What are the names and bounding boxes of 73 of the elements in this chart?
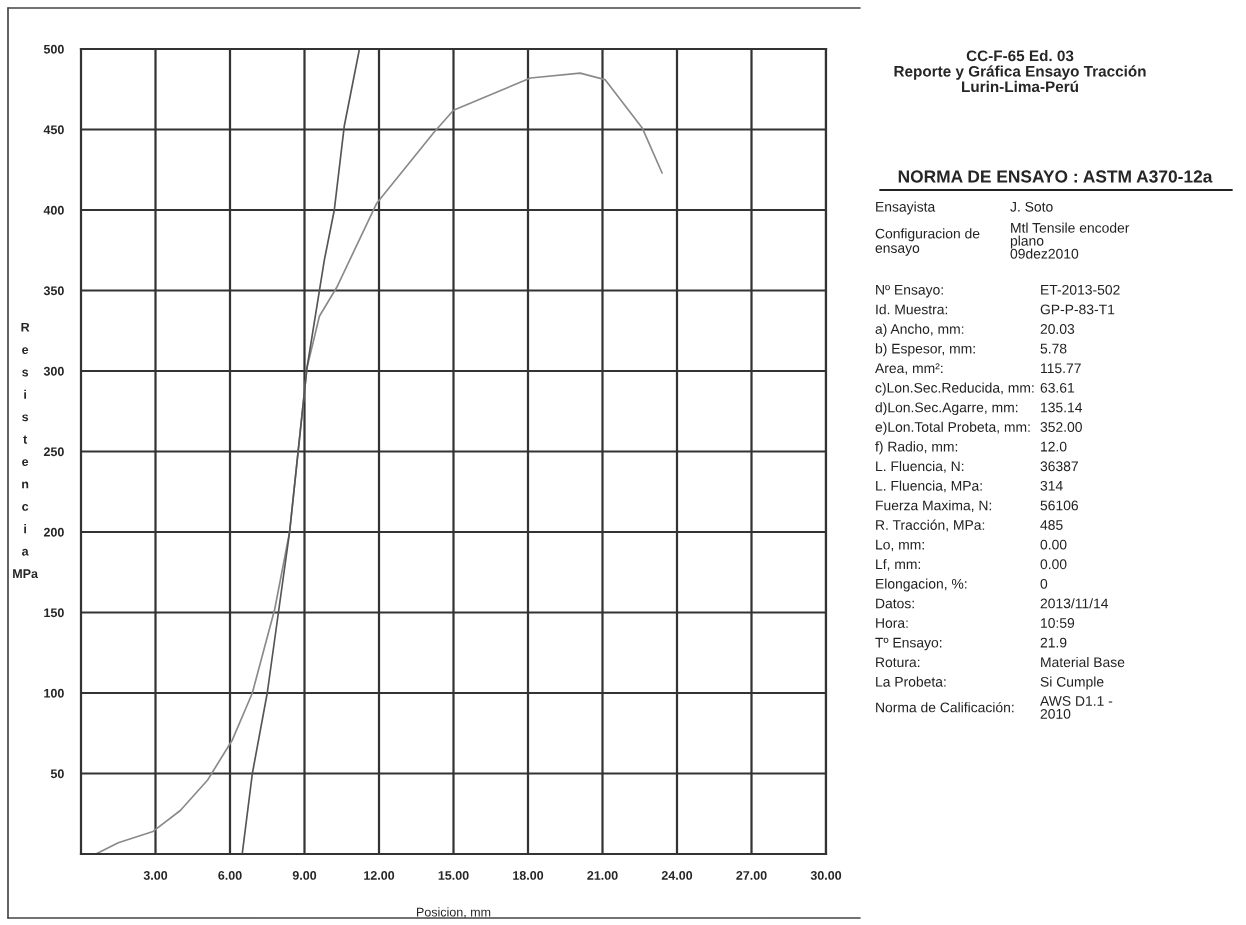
x-tick-label: 24.00 bbox=[661, 871, 693, 880]
text: a) Ancho, mm: bbox=[875, 323, 964, 337]
y-tick-label: 100 bbox=[44, 688, 64, 698]
text: f) Radio, mm: bbox=[875, 441, 958, 455]
text: Tº Ensayo: bbox=[875, 637, 942, 651]
text: Datos: bbox=[876, 598, 914, 609]
x-tick-label: 21.00 bbox=[587, 871, 618, 880]
x-tick-label: 18.00 bbox=[513, 871, 544, 880]
text: 115.77 bbox=[1041, 363, 1081, 374]
text: 12.0 bbox=[1041, 441, 1067, 452]
x-tick-label: 30.00 bbox=[810, 871, 842, 880]
text: Hora: bbox=[876, 618, 908, 628]
text: 36387 bbox=[1040, 461, 1078, 472]
y-tick-label: 400 bbox=[43, 205, 64, 215]
text: Area, mm²: bbox=[875, 363, 943, 375]
text: Mtl Tensile encoder plano 09dez2010 bbox=[1010, 222, 1130, 259]
text: Resistencia MPa bbox=[13, 322, 39, 579]
line-series bbox=[241, 49, 360, 854]
text: b) Espesor, mm: bbox=[875, 343, 975, 357]
text: J. Soto bbox=[1010, 201, 1053, 212]
text: 0.00 bbox=[1040, 539, 1067, 550]
text: 21.9 bbox=[1040, 637, 1067, 648]
y-tick-label: 350 bbox=[43, 286, 64, 296]
text: L. Fluencia, N: bbox=[876, 460, 964, 473]
text: Material Base bbox=[1041, 656, 1125, 668]
text: Fuerza Maxima, N: bbox=[876, 500, 992, 512]
text: 56106 bbox=[1040, 500, 1079, 511]
text: CC-F-65 Ed. 03 Reporte y Gráfica Ensayo Tracción Lurin-Lima-Perú bbox=[894, 50, 1146, 93]
text: 20.03 bbox=[1040, 324, 1075, 334]
x-tick-label: 9.00 bbox=[292, 871, 317, 880]
text: Nº Ensayo: bbox=[876, 284, 943, 298]
text: Si Cumple bbox=[1040, 676, 1104, 690]
text: Id. Muestra: bbox=[876, 304, 948, 315]
text: 5.78 bbox=[1040, 343, 1067, 354]
x-tick-label: 27.00 bbox=[736, 871, 767, 880]
x-tick-label: 15.00 bbox=[438, 871, 469, 880]
y-tick-label: 450 bbox=[43, 125, 64, 135]
text: 2013/11/14 bbox=[1040, 598, 1109, 609]
x-axis-title: Posicion, mm bbox=[417, 907, 491, 918]
text: Configuracion de ensayo bbox=[875, 228, 980, 256]
text: L. Fluencia, MPa: bbox=[876, 480, 982, 493]
y-tick-label: 50 bbox=[50, 769, 64, 779]
text: GP-P-83-T1 bbox=[1040, 304, 1115, 315]
y-tick-label: 200 bbox=[43, 527, 64, 537]
text: Lf, mm: bbox=[876, 558, 921, 571]
text: 485 bbox=[1040, 520, 1063, 530]
text: AWS D1.1 - 2010 bbox=[1040, 696, 1113, 719]
text: e)Lon.Total Probeta, mm: bbox=[875, 421, 1030, 435]
x-tick-label: 3.00 bbox=[143, 871, 168, 880]
y-tick-label: 150 bbox=[44, 608, 64, 618]
text: c)Lon.Sec.Reducida, mm: bbox=[875, 382, 1034, 396]
y-tick-label: 300 bbox=[43, 366, 64, 376]
x-tick-label: 6.00 bbox=[218, 871, 242, 880]
text: Elongacion, %: bbox=[876, 578, 967, 592]
text: R. Tracción, MPa: bbox=[876, 519, 985, 532]
text: Lo, mm: bbox=[876, 539, 924, 552]
text: d)Lon.Sec.Agarre, mm: bbox=[875, 402, 1018, 416]
text: 63.61 bbox=[1040, 382, 1075, 393]
text: ET-2013-502 bbox=[1041, 284, 1120, 295]
text: Norma de Calificación: bbox=[876, 701, 1014, 713]
text: 0 bbox=[1040, 578, 1048, 589]
text: Ensayista bbox=[876, 201, 936, 215]
text: 0.00 bbox=[1040, 559, 1067, 570]
y-tick-label: 250 bbox=[43, 447, 64, 457]
text: La Probeta: bbox=[876, 676, 946, 687]
text: 10:59 bbox=[1041, 618, 1075, 628]
text: Rotura: bbox=[876, 657, 920, 668]
text: NORMA DE ENSAYO : ASTM A370-12a bbox=[898, 170, 1213, 183]
text: 135.14 bbox=[1041, 402, 1083, 413]
y-tick-label: 500 bbox=[43, 44, 64, 54]
text: 352.00 bbox=[1040, 422, 1082, 432]
x-tick-label: 12.00 bbox=[364, 871, 395, 880]
text: 314 bbox=[1040, 480, 1063, 491]
